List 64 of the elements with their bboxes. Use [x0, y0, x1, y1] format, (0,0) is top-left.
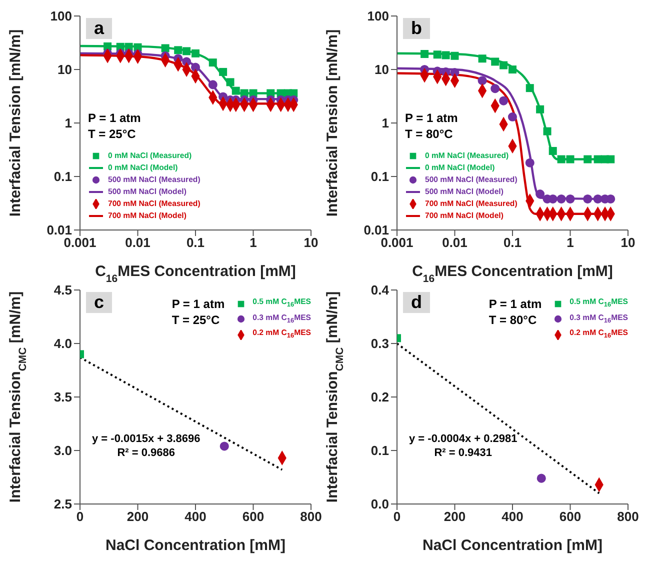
- annotation: P = 1 atm: [488, 297, 542, 311]
- annotation: T = 25°C: [172, 313, 220, 327]
- y-tick-label: 0.1: [370, 169, 389, 184]
- annotation: T = 25°C: [88, 127, 136, 141]
- chart-title: b: [403, 18, 430, 39]
- x-tick-label: 400: [502, 509, 524, 524]
- annotation: y = -0.0015x + 3.8696: [92, 433, 200, 445]
- y-tick-label: 4.0: [54, 336, 72, 352]
- x-tick-label: 0.001: [64, 235, 96, 250]
- x-tick-label: 0.01: [442, 235, 468, 250]
- x-tick-label: 0.1: [503, 235, 522, 250]
- x-tick-label: 0: [76, 509, 84, 524]
- point: [220, 442, 229, 451]
- chart-title: d: [403, 292, 430, 313]
- annotation: P = 1 atm: [405, 111, 458, 125]
- x-tick-label: 1: [566, 235, 574, 250]
- y-tick-label: 3.0: [54, 443, 72, 458]
- annotation: R² = 0.9431: [434, 447, 492, 459]
- y-tick-label: 1: [382, 116, 389, 131]
- y-tick-label: 10: [374, 62, 389, 78]
- y-tick-label: 0.1: [370, 443, 389, 458]
- y-tick-label: 0.01: [46, 222, 72, 238]
- y-tick-label: 0.3: [370, 336, 389, 352]
- y-tick-label: 0.01: [364, 222, 389, 238]
- chart-title: a: [86, 18, 112, 39]
- annotation: P = 1 atm: [88, 111, 141, 125]
- x-tick-label: 0.1: [186, 235, 205, 250]
- annotation: T = 80°C: [488, 313, 537, 327]
- x-axis-title: C$_{16}$MES Concentration [mM]: [95, 263, 296, 285]
- y-axis-title: Interfacial Tension [mN/m]: [7, 29, 24, 217]
- x-tick-label: 0.001: [380, 235, 414, 250]
- x-tick-label: 200: [126, 509, 149, 524]
- annotation: R² = 0.9686: [117, 447, 176, 459]
- x-tick-label: 800: [617, 509, 639, 524]
- y-tick-label: 4.5: [54, 282, 72, 298]
- y-tick-label: 3.5: [54, 390, 72, 405]
- y-tick-label: 0.0: [370, 496, 389, 512]
- y-tick-label: 100: [367, 8, 389, 24]
- y-tick-label: 10: [58, 62, 72, 78]
- x-tick-label: 800: [300, 509, 322, 524]
- x-tick-label: 600: [242, 509, 264, 524]
- x-tick-label: 0.01: [125, 235, 150, 250]
- x-axis-title: C$_{16}$MES Concentration [mM]: [412, 263, 613, 285]
- y-tick-label: 100: [50, 8, 72, 24]
- x-axis-title: NaCl Concentration [mM]: [422, 537, 603, 554]
- x-tick-label: 1: [250, 235, 257, 250]
- chart-title: c: [86, 292, 112, 313]
- point: [536, 474, 546, 483]
- y-tick-label: 0.1: [54, 169, 72, 184]
- x-tick-label: 200: [444, 509, 466, 524]
- x-tick-label: 400: [184, 509, 206, 524]
- x-tick-label: 10: [304, 235, 318, 250]
- y-tick-label: 1: [64, 116, 72, 131]
- x-tick-label: 10: [620, 235, 636, 250]
- x-tick-label: 0: [393, 509, 401, 524]
- y-axis-title: Interfacial Tension [mN/m]: [324, 29, 341, 217]
- annotation: P = 1 atm: [172, 297, 225, 311]
- annotation: T = 80°C: [405, 127, 453, 141]
- y-tick-label: 2.5: [54, 496, 72, 512]
- y-tick-label: 0.2: [370, 390, 389, 405]
- x-axis-title: NaCl Concentration [mM]: [106, 537, 286, 554]
- x-tick-label: 600: [559, 509, 582, 524]
- annotation: y = -0.0004x + 0.2981: [409, 433, 518, 445]
- y-tick-label: 0.4: [370, 282, 390, 298]
